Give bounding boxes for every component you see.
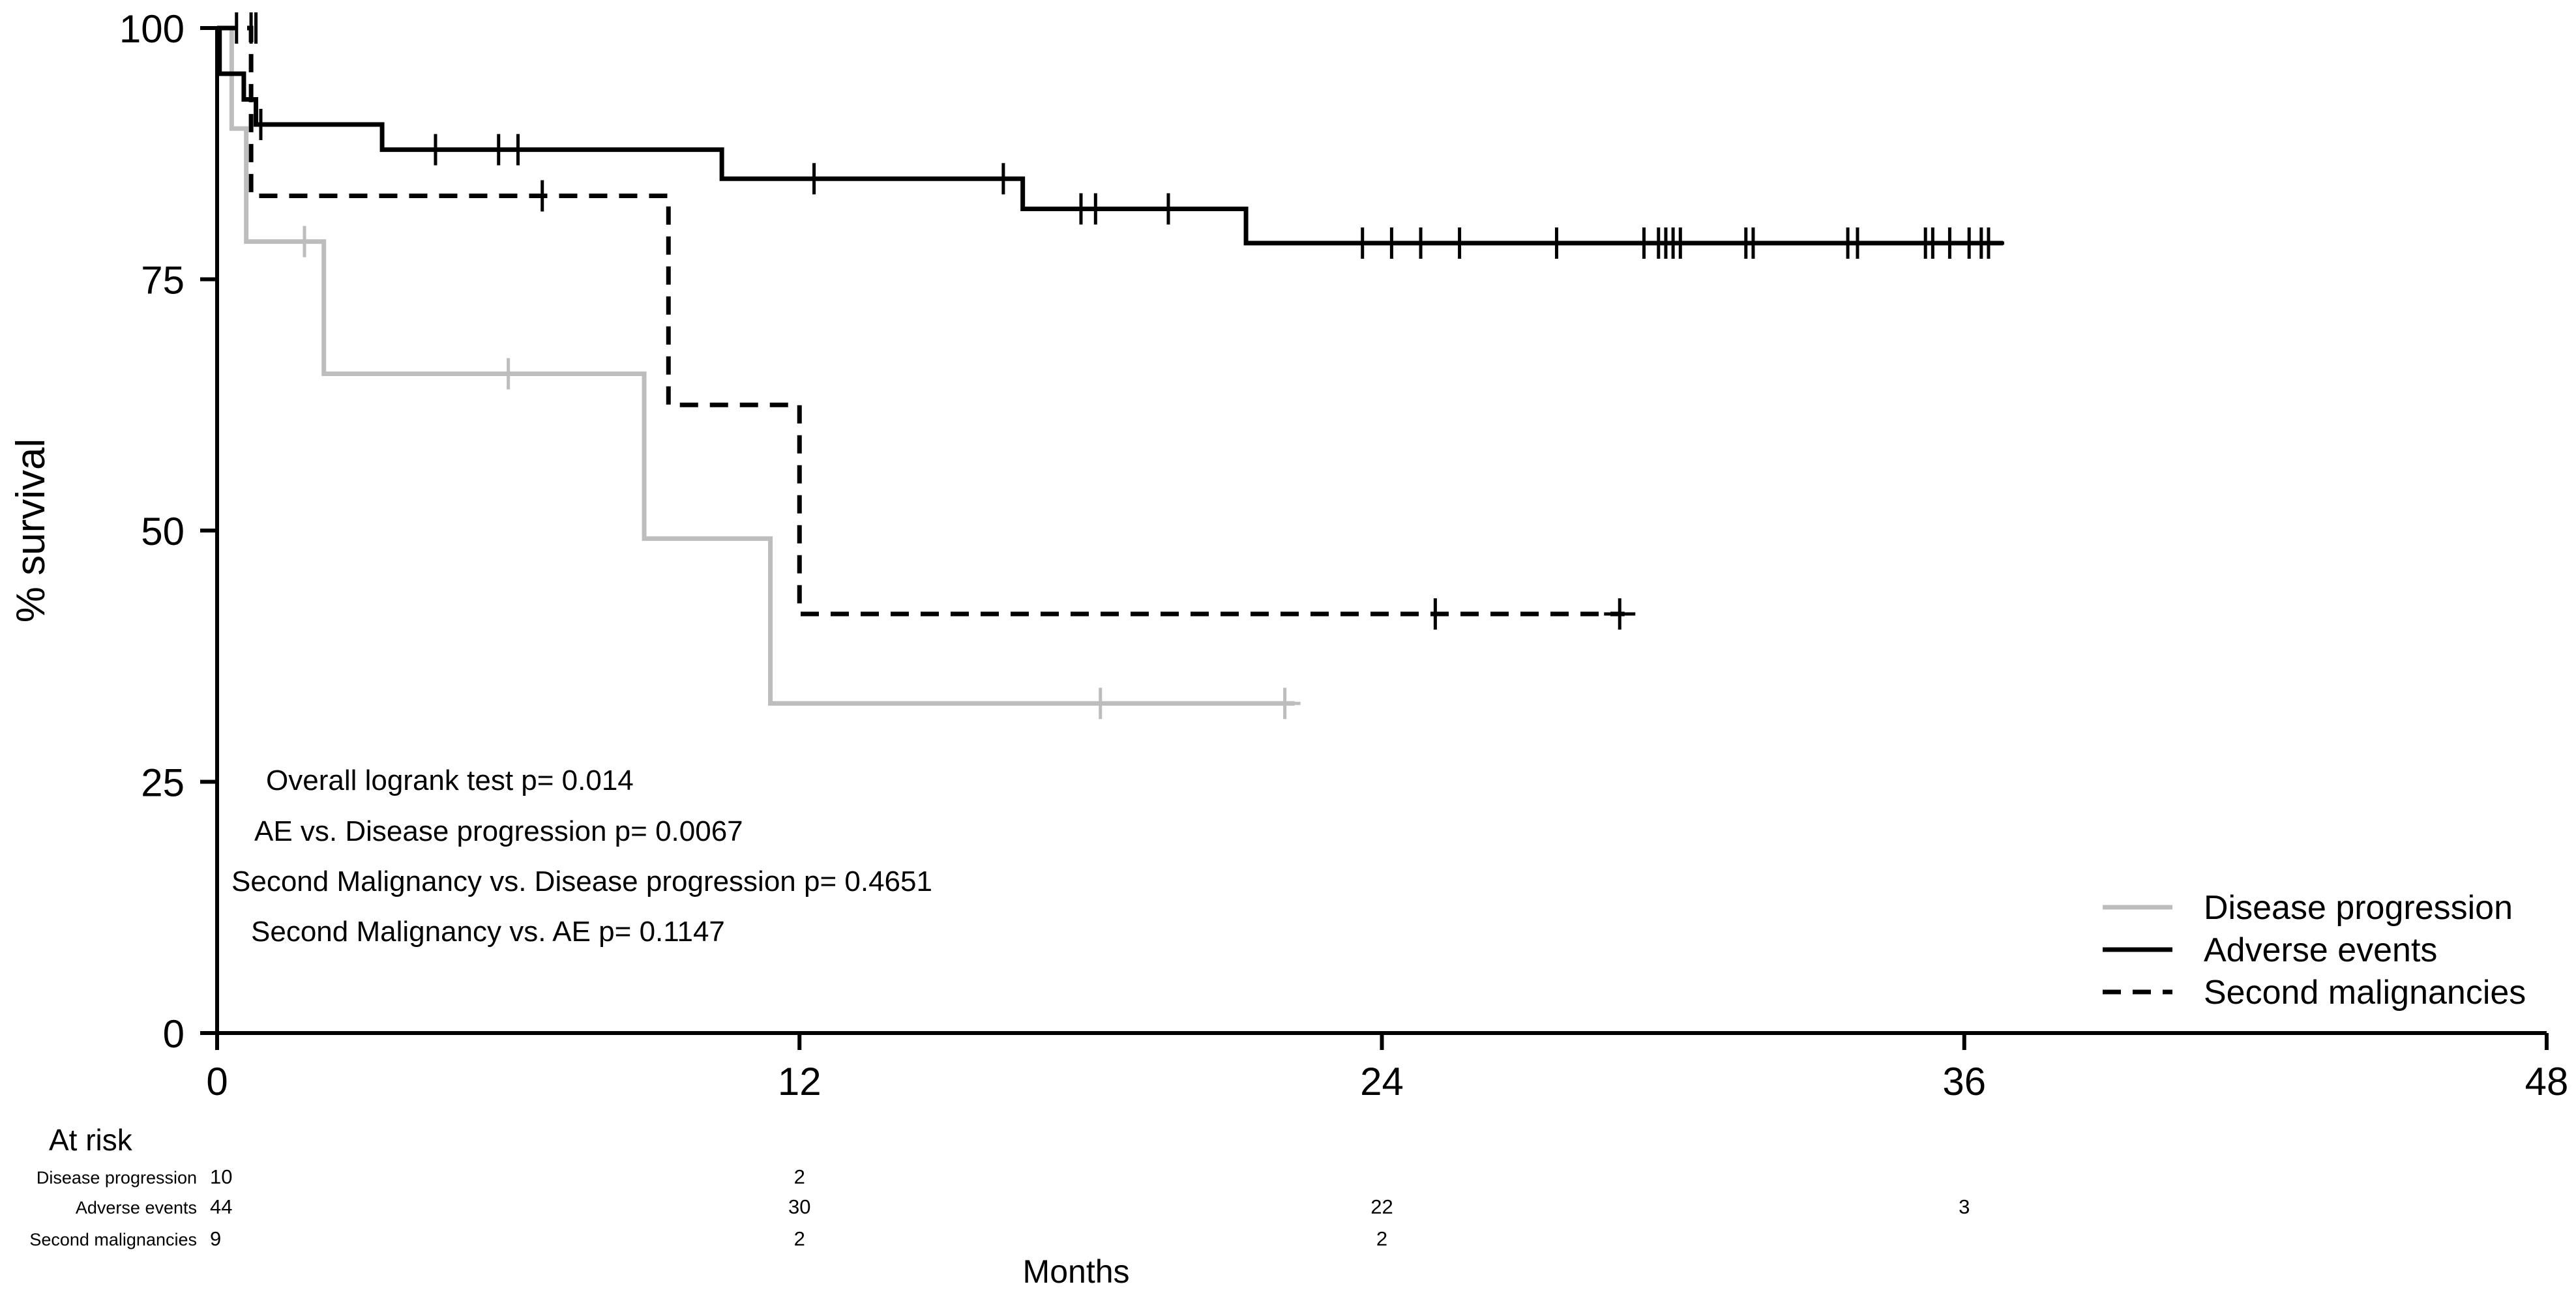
at-risk-count-second-malignancies-12: 2 [794, 1227, 805, 1250]
y-tick-label-0: 0 [163, 1012, 185, 1056]
at-risk-count-adverse-events-24: 22 [1370, 1195, 1393, 1218]
annotation-layer: Overall logrank test p= 0.014 AE vs. Dise… [231, 765, 932, 948]
annotation-3: Second Malignancy vs. AE p= 0.1147 [251, 916, 725, 948]
at-risk-row-label-disease-progression: Disease progression [37, 1168, 197, 1188]
series-line-second-malignancies [217, 25, 1625, 617]
at-risk-count-second-malignancies-0: 9 [210, 1227, 221, 1250]
annotation-2: Second Malignancy vs. Disease progressio… [231, 866, 932, 897]
x-tick-label-0: 0 [206, 1060, 228, 1103]
at-risk-table: At risk Disease progression 10 2 Adverse eve… [29, 1123, 1970, 1250]
x-tick-label-48: 48 [2525, 1060, 2569, 1103]
x-axis-label: Months [1023, 1253, 1130, 1290]
x-tick-label-24: 24 [1360, 1060, 1404, 1103]
axes: 0 25 50 75 100 0 12 24 36 48 % survival Months [8, 7, 2568, 1290]
y-tick-label-25: 25 [141, 761, 185, 805]
series-line-adverse-events [217, 25, 2004, 246]
at-risk-count-second-malignancies-24: 2 [1376, 1227, 1387, 1250]
series-line-disease-progression [217, 25, 1295, 706]
at-risk-count-adverse-events-12: 30 [788, 1195, 810, 1218]
legend: Disease progression Adverse events Second … [2103, 889, 2526, 1012]
at-risk-row-label-second-malignancies: Second malignancies [29, 1230, 197, 1249]
at-risk-count-disease-progression-12: 2 [794, 1165, 805, 1188]
y-tick-label-50: 50 [141, 510, 185, 553]
annotation-1: AE vs. Disease progression p= 0.0067 [254, 815, 743, 847]
legend-label-second-malignancies: Second malignancies [2204, 974, 2526, 1012]
series-layer [217, 12, 2004, 720]
at-risk-count-adverse-events-36: 3 [1959, 1195, 1970, 1218]
at-risk-title: At risk [49, 1123, 133, 1157]
legend-label-disease-progression: Disease progression [2204, 889, 2513, 927]
x-tick-label-12: 12 [778, 1060, 822, 1103]
at-risk-count-adverse-events-0: 44 [210, 1195, 232, 1218]
at-risk-row-label-adverse-events: Adverse events [76, 1198, 197, 1217]
legend-label-adverse-events: Adverse events [2204, 931, 2437, 969]
y-tick-label-75: 75 [141, 259, 185, 302]
y-axis-label: % survival [8, 439, 53, 623]
y-tick-label-100: 100 [119, 7, 185, 51]
at-risk-count-disease-progression-0: 10 [210, 1165, 232, 1188]
x-tick-label-36: 36 [1942, 1060, 1986, 1103]
annotation-0: Overall logrank test p= 0.014 [266, 765, 634, 796]
